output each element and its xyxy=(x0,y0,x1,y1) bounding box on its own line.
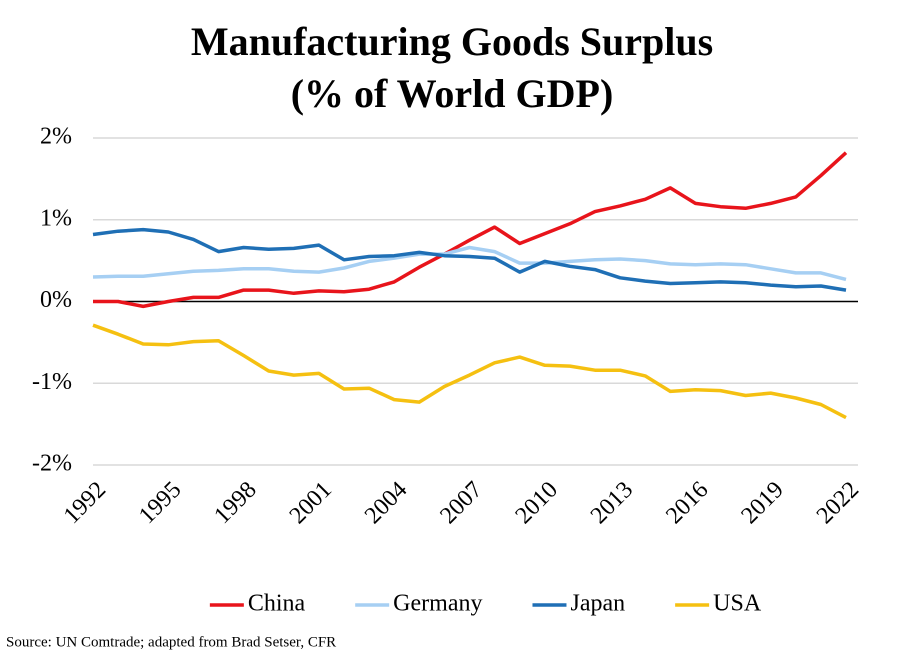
legend-label: USA xyxy=(713,591,762,617)
series-line xyxy=(92,323,847,420)
x-tick-label: 2022 xyxy=(812,477,864,529)
y-tick-label: 2% xyxy=(40,124,72,150)
chart-subtitle: (% of World GDP) xyxy=(291,71,614,116)
x-tick-label: 2004 xyxy=(360,477,412,529)
source-note: Source: UN Comtrade; adapted from Brad S… xyxy=(6,634,336,650)
series-line xyxy=(93,151,848,309)
x-tick-label: 1998 xyxy=(209,477,261,529)
x-tick-label: 2007 xyxy=(435,477,487,529)
y-tick-label: -2% xyxy=(32,451,72,477)
x-tick-label: 2010 xyxy=(511,477,563,529)
y-tick-label: 0% xyxy=(40,287,72,313)
legend-label: Japan xyxy=(570,591,625,617)
series-line xyxy=(92,227,847,292)
x-tick-label: 2001 xyxy=(285,477,337,529)
x-tick-label: 2019 xyxy=(737,477,789,529)
x-tick-label: 2016 xyxy=(661,477,713,529)
legend-label: Germany xyxy=(393,591,482,617)
legend-label: China xyxy=(248,591,306,617)
y-tick-label: -1% xyxy=(32,369,72,395)
y-tick-label: 1% xyxy=(40,205,72,231)
series-line xyxy=(92,245,847,282)
x-tick-label: 2013 xyxy=(586,477,638,529)
legend: China Germany Japan USA xyxy=(209,591,762,617)
x-tick-label: 1995 xyxy=(134,477,186,529)
chart-title: Manufacturing Goods Surplus xyxy=(191,19,713,64)
x-tick-label: 1992 xyxy=(59,477,111,529)
